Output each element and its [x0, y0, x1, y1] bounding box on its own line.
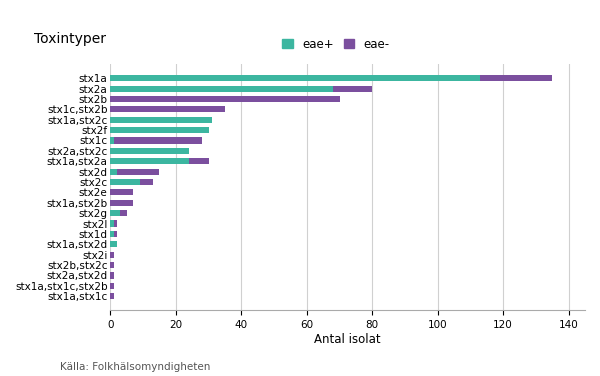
X-axis label: Antal isolat: Antal isolat: [314, 333, 381, 346]
Bar: [110, 220, 113, 227]
Bar: [110, 272, 113, 279]
Bar: [110, 293, 113, 299]
Bar: [110, 168, 117, 175]
Bar: [110, 106, 225, 112]
Bar: [110, 148, 189, 154]
Bar: [110, 241, 117, 247]
Bar: [140, 179, 153, 185]
Bar: [110, 262, 113, 268]
Bar: [110, 252, 113, 258]
Bar: [110, 158, 189, 164]
Text: Källa: Folkhälsomyndigheten: Källa: Folkhälsomyndigheten: [60, 362, 211, 372]
Bar: [110, 127, 209, 133]
Bar: [113, 220, 117, 227]
Bar: [110, 189, 133, 196]
Bar: [110, 179, 140, 185]
Bar: [110, 75, 480, 81]
Bar: [110, 210, 120, 216]
Bar: [110, 117, 212, 123]
Bar: [110, 283, 113, 289]
Bar: [113, 231, 117, 237]
Bar: [110, 96, 340, 102]
Bar: [113, 137, 202, 144]
Text: Toxintyper: Toxintyper: [34, 32, 106, 46]
Bar: [333, 85, 372, 92]
Bar: [117, 168, 160, 175]
Bar: [189, 158, 209, 164]
Legend: eae+, eae-: eae+, eae-: [283, 38, 390, 51]
Bar: [110, 137, 113, 144]
Bar: [480, 75, 552, 81]
Bar: [110, 231, 113, 237]
Bar: [110, 85, 333, 92]
Bar: [120, 210, 127, 216]
Bar: [110, 200, 133, 206]
